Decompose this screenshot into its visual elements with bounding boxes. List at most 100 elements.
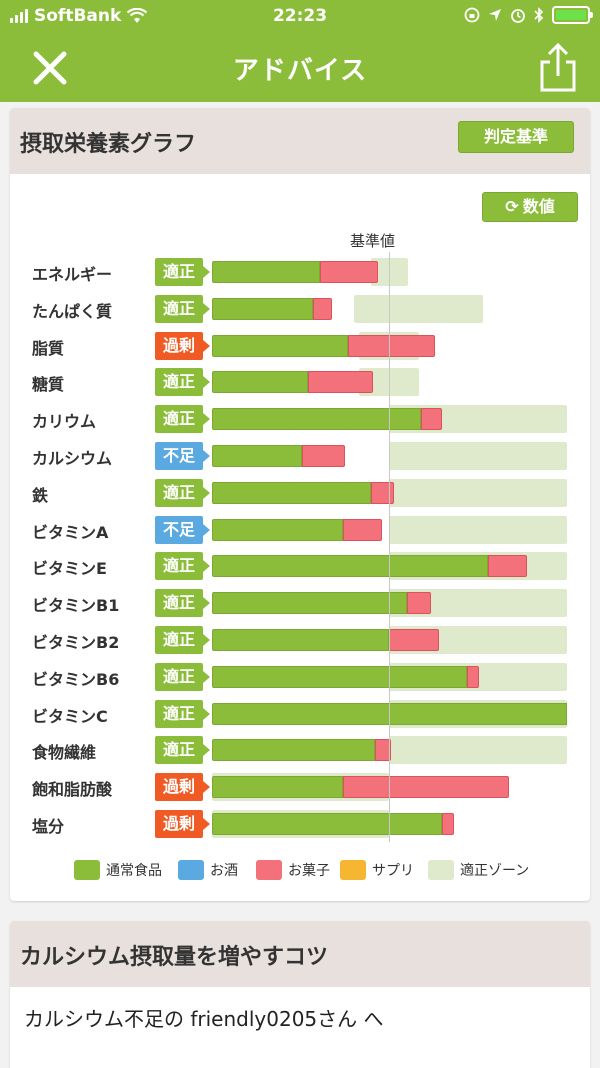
nutrient-row: 塩分 過剰 <box>0 808 600 840</box>
status-badge: 適正 <box>155 478 210 507</box>
legend-swatch <box>340 860 366 880</box>
snack-bar <box>342 518 382 541</box>
nutrient-row: カルシウム 不足 <box>0 440 600 472</box>
nutrient-row: ビタミンA 不足 <box>0 514 600 546</box>
snack-bar <box>488 555 528 578</box>
nutrient-row: 飽和脂肪酸 過剰 <box>0 771 600 803</box>
target-zone <box>389 515 567 544</box>
legend-item: 通常食品 <box>74 860 162 880</box>
nutrient-name: カリウム <box>32 412 97 432</box>
nutrient-row: エネルギー 適正 <box>0 256 600 288</box>
battery-icon <box>552 6 593 24</box>
reference-line <box>389 252 390 842</box>
nutrient-name: ビタミンB6 <box>32 669 120 689</box>
snack-bar <box>307 371 374 394</box>
target-zone <box>353 294 483 323</box>
snack-bar <box>371 481 395 504</box>
snack-bar <box>348 334 435 357</box>
graph-title: 摂取栄養素グラフ <box>20 132 197 157</box>
nutrient-row: 糖質 適正 <box>0 366 600 398</box>
status-badge: 適正 <box>155 736 210 765</box>
food-bar <box>212 776 343 799</box>
snack-bar <box>374 739 391 762</box>
food-bar <box>212 408 421 431</box>
status-badge: 適正 <box>155 294 210 323</box>
status-badge: 適正 <box>155 662 210 691</box>
nutrient-name: ビタミンA <box>32 522 109 542</box>
snack-bar <box>466 665 480 688</box>
status-badge: 不足 <box>155 515 210 544</box>
status-badge: 過剰 <box>155 331 210 360</box>
location-icon <box>489 9 501 21</box>
nutrient-name: ビタミンC <box>32 706 108 726</box>
reference-label: 基準値 <box>350 232 396 250</box>
status-time: 22:23 <box>272 6 328 26</box>
food-bar <box>212 445 303 467</box>
food-bar <box>212 555 489 578</box>
snack-bar <box>406 592 432 615</box>
status-badge: 適正 <box>155 258 210 286</box>
status-badge: 適正 <box>155 626 210 654</box>
target-zone <box>389 736 567 765</box>
nutrient-name: 食物繊維 <box>32 743 97 763</box>
food-bar <box>212 629 389 651</box>
nutrient-row: ビタミンC 適正 <box>0 698 600 730</box>
nutrient-row: ビタミンB6 適正 <box>0 661 600 693</box>
food-bar <box>212 739 375 762</box>
legend-label: サプリ <box>372 863 414 879</box>
food-bar <box>212 518 343 541</box>
signal-icon <box>10 9 28 23</box>
value-toggle-button[interactable]: ⟳ 数値 <box>482 192 578 222</box>
nutrient-row: ビタミンE 適正 <box>0 550 600 582</box>
food-bar <box>212 334 349 357</box>
food-bar <box>212 592 407 615</box>
close-icon[interactable] <box>28 46 72 90</box>
nutrient-name: カルシウム <box>32 449 113 468</box>
nutrient-row: 鉄 適正 <box>0 477 600 509</box>
legend-item: お菓子 <box>256 860 330 880</box>
nutrient-name: ビタミンB1 <box>32 596 120 616</box>
snack-bar <box>302 445 345 467</box>
snack-bar <box>319 261 379 283</box>
tips-card: カルシウム摂取量を増やすコツ カルシウム不足の friendly0205さん へ <box>10 921 590 1068</box>
legend-swatch <box>256 860 282 880</box>
nutrient-name: エネルギー <box>32 265 113 284</box>
nutrient-name: 糖質 <box>32 375 65 395</box>
nutrient-row: 食物繊維 適正 <box>0 734 600 766</box>
share-icon[interactable] <box>536 42 580 94</box>
nutrient-row: ビタミンB2 適正 <box>0 624 600 656</box>
snack-bar <box>442 813 455 835</box>
nutrient-name: 飽和脂肪酸 <box>32 780 113 800</box>
refresh-icon: ⟳ <box>505 197 519 216</box>
food-bar <box>212 481 372 504</box>
legend-item: 適正ゾーン <box>428 860 529 880</box>
page-title: アドバイス <box>232 56 368 86</box>
alarm-icon <box>511 9 525 23</box>
legend-label: 通常食品 <box>106 863 162 879</box>
tips-title: カルシウム摂取量を増やすコツ <box>20 945 329 970</box>
criteria-button[interactable]: 判定基準 <box>458 121 574 153</box>
status-badge: 適正 <box>155 552 210 581</box>
food-bar <box>212 297 313 320</box>
food-bar <box>212 813 443 835</box>
legend-swatch <box>428 860 454 880</box>
snack-bar <box>420 408 443 431</box>
status-badge: 適正 <box>155 405 210 434</box>
nutrient-name: ビタミンB2 <box>32 633 120 652</box>
nutrient-name: たんぱく質 <box>32 301 113 321</box>
food-bar <box>212 261 320 283</box>
legend-item: お酒 <box>178 860 238 880</box>
target-zone <box>389 442 567 470</box>
carrier: SoftBank <box>34 6 122 26</box>
status-badge: 適正 <box>155 699 210 728</box>
status-badge: 過剰 <box>155 810 210 838</box>
nutrient-name: ビタミンE <box>32 559 107 579</box>
lock-rotation-icon <box>464 7 480 23</box>
legend: 通常食品 お酒 お菓子 サプリ 適正ゾーン <box>0 860 600 888</box>
nutrient-row: たんぱく質 適正 <box>0 293 600 325</box>
legend-label: お酒 <box>210 863 238 879</box>
legend-label: お菓子 <box>288 863 330 879</box>
status-badge: 適正 <box>155 368 210 397</box>
status-badge: 過剰 <box>155 773 210 802</box>
food-bar <box>212 665 467 688</box>
